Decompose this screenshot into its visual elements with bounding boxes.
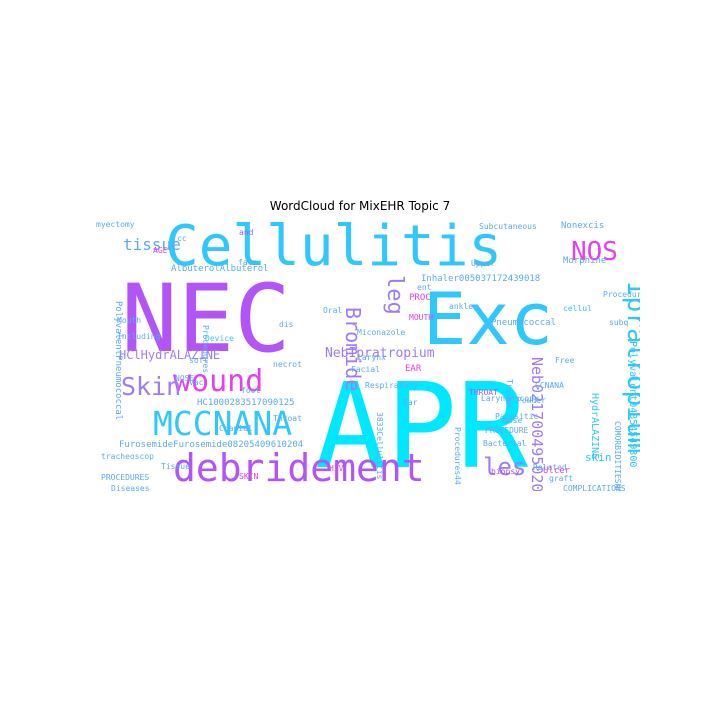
cloud-word-miconazole: Miconazole bbox=[357, 328, 406, 337]
cloud-word-ear: Ear bbox=[403, 398, 418, 407]
cloud-word-mouth: Mouth bbox=[117, 316, 142, 325]
cloud-word-procedures: PROCEDURES bbox=[101, 473, 150, 482]
cloud-word-polyvalent04854549300: Polyvalent04854549300 bbox=[627, 341, 638, 468]
cloud-word-upper: Upper bbox=[471, 259, 496, 268]
cloud-word-related: Related bbox=[533, 463, 567, 472]
cloud-word-powder: Powder bbox=[517, 396, 546, 405]
cloud-word-inhaler005037172439018: Inhaler005037172439018 bbox=[421, 274, 541, 284]
cloud-word-and: and bbox=[239, 228, 254, 237]
cloud-word-procedures44: Procedures44 bbox=[453, 427, 462, 485]
cloud-word-cc: cc bbox=[177, 234, 187, 243]
cloud-word-cellulitis: Cellulitis bbox=[165, 217, 503, 279]
cloud-word-foot: foot bbox=[241, 386, 261, 395]
cloud-word-soft: soft bbox=[189, 356, 209, 365]
cloud-word-face: face bbox=[238, 258, 258, 267]
cloud-word-3833cellulitis: 3833Cellulitis bbox=[375, 412, 384, 480]
cloud-word-necrot: necrot bbox=[273, 360, 302, 369]
cloud-word-respiratory: Respiratory bbox=[365, 381, 418, 390]
cloud-word-furosemidefurosemide08205409610204: FurosemideFurosemide08205409610204 bbox=[119, 440, 304, 450]
cloud-word-proc: PROC bbox=[409, 293, 431, 303]
cloud-word-parasitic: Parasitic bbox=[495, 412, 539, 421]
cloud-word-including: Including bbox=[117, 332, 161, 341]
cloud-word-subq: subq bbox=[609, 318, 629, 327]
cloud-word-les: les bbox=[483, 453, 527, 481]
cloud-word-ccnana: CCNANA bbox=[535, 381, 564, 390]
cloud-word-diseases: Diseases bbox=[111, 484, 150, 492]
cloud-word-procedures: Procedures bbox=[201, 325, 210, 374]
cloud-word-wound: wound bbox=[173, 364, 264, 399]
cloud-word-exc: Exc bbox=[423, 277, 554, 361]
cloud-word-ear: EAR bbox=[405, 364, 422, 374]
cloud-word-laryngoscopy: Laryngoscopy bbox=[481, 394, 539, 403]
cloud-word-nose: NOSE bbox=[175, 374, 195, 383]
cloud-word-debridement: debridement bbox=[173, 446, 425, 490]
cloud-word-biopsy: biopsy bbox=[491, 467, 520, 476]
cloud-word-hc1000283517090125: HC1000283517090125 bbox=[197, 398, 295, 408]
cloud-word-complications: COMPLICATIONS bbox=[563, 484, 626, 492]
cloud-word-hiv: HIV bbox=[329, 464, 344, 473]
cloud-word-throat: Throat bbox=[273, 414, 302, 423]
cloud-word-device: Device bbox=[205, 334, 234, 343]
cloud-word-myectomy: myectomy bbox=[96, 220, 135, 229]
cloud-word-comorbiditiesnana: COMORBIDITIESNANA bbox=[613, 421, 622, 491]
cloud-word-apr: APR bbox=[315, 357, 529, 491]
cloud-word-procedure: PROCEDURE bbox=[485, 426, 529, 435]
cloud-word-larynx: larynx bbox=[357, 353, 386, 362]
cloud-word-hydralazine: HydrALAZINE bbox=[589, 393, 600, 460]
cloud-word-nebipratropium: NebIpratropium bbox=[325, 346, 435, 361]
cloud-word-nose: Nose bbox=[503, 416, 523, 425]
cloud-word-bacterial: Bacterial bbox=[483, 439, 527, 448]
cloud-word-age: AGE bbox=[153, 246, 168, 255]
word-cloud: APR NEC Exc Cellulitis debridement MCCNANA wou… bbox=[93, 217, 640, 491]
cloud-word-cellul: cellul bbox=[563, 304, 592, 313]
cloud-word-morphine: Morphine bbox=[563, 256, 607, 266]
cloud-word-tracheoscop: tracheoscop bbox=[101, 452, 154, 461]
cloud-word-ulcer: Ulcer bbox=[543, 466, 571, 476]
cloud-word-tissue: tissue bbox=[123, 235, 181, 254]
cloud-word-skin: Skin bbox=[121, 372, 182, 401]
cloud-word-hclhydralazine: HClHydrALAZINE bbox=[119, 348, 221, 362]
cloud-word-facial: Facial bbox=[351, 365, 380, 374]
cloud-word-albuterolalbuterol: AlbuterolAlbuterol bbox=[171, 264, 269, 274]
cloud-word-ankle: ankle bbox=[449, 302, 474, 311]
cloud-word-subcutaneous: Subcutaneous bbox=[479, 222, 537, 231]
cloud-word-graft: graft bbox=[549, 474, 574, 483]
cloud-word-pneumococcal: Pneumococcal bbox=[491, 318, 557, 328]
cloud-word-nec: NEC bbox=[121, 265, 291, 374]
cloud-word-throat: THROAT bbox=[469, 388, 498, 397]
cloud-word-cranial: Cranial bbox=[219, 424, 253, 433]
cloud-word-skin: SKIN bbox=[239, 472, 259, 481]
cloud-word-trauma: Trauma bbox=[505, 379, 514, 408]
chart-title: WordCloud for MixEHR Topic 7 bbox=[269, 199, 451, 213]
cloud-word-skin: skin bbox=[585, 451, 612, 464]
cloud-word-ent: ent bbox=[417, 283, 432, 292]
cloud-word-leg: leg bbox=[382, 275, 407, 315]
cloud-word-tissue: Tissue bbox=[161, 462, 190, 471]
cloud-word-mccnana: MCCNANA bbox=[153, 404, 293, 443]
cloud-word-nos: NOS bbox=[571, 237, 618, 267]
cloud-word-vac: Vac bbox=[189, 378, 204, 387]
cloud-word-dis: dis bbox=[279, 320, 294, 329]
cloud-word-nonexcis: Nonexcis bbox=[561, 221, 605, 231]
cloud-word-free: Free bbox=[555, 356, 575, 365]
cloud-word-procedures21: Procedures21 bbox=[603, 290, 640, 299]
cloud-word-mouth: MOUTH bbox=[409, 313, 434, 322]
cloud-word-oral: Oral bbox=[323, 306, 343, 315]
